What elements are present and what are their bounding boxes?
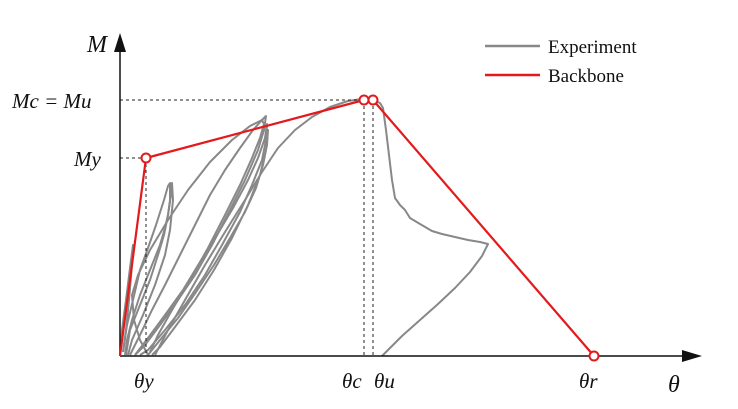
backbone-point-yield bbox=[140, 152, 152, 164]
experiment-cycle-3 bbox=[125, 182, 174, 356]
backbone-point-residual bbox=[588, 350, 600, 362]
x-tick-theta-c: θc bbox=[342, 369, 362, 393]
experiment-cycle-7 bbox=[154, 98, 376, 356]
legend-label-backbone: Backbone bbox=[548, 66, 624, 87]
experiment-loop-big bbox=[131, 119, 265, 356]
backbone bbox=[118, 94, 600, 362]
experiment-cycle-1 bbox=[119, 244, 134, 356]
x-axis-label: θ bbox=[668, 372, 680, 398]
backbone-point-capping bbox=[358, 94, 370, 106]
x-axis-arrow bbox=[682, 350, 702, 362]
x-tick-theta-u: θu bbox=[374, 369, 395, 393]
experiment-descending bbox=[374, 100, 489, 357]
experiment-cycle-5 bbox=[134, 123, 268, 356]
y-tick-my: My bbox=[73, 147, 101, 171]
reference-lines bbox=[120, 99, 374, 356]
x-tick-theta-y: θy bbox=[134, 369, 154, 393]
legend-label-experiment: Experiment bbox=[548, 37, 637, 58]
experiment-cycle-6 bbox=[147, 129, 269, 356]
experiment-cycle-4 bbox=[129, 115, 267, 356]
y-tick-mu: Mc = Mu bbox=[11, 89, 91, 113]
backbone-line bbox=[118, 98, 595, 357]
y-axis-arrow bbox=[114, 33, 126, 52]
x-tick-theta-r: θr bbox=[579, 369, 598, 393]
backbone-point-ultimate bbox=[367, 94, 379, 106]
experiment-curves bbox=[119, 98, 489, 357]
legend: Experiment Backbone bbox=[485, 37, 637, 87]
y-axis-label: M bbox=[86, 32, 109, 58]
